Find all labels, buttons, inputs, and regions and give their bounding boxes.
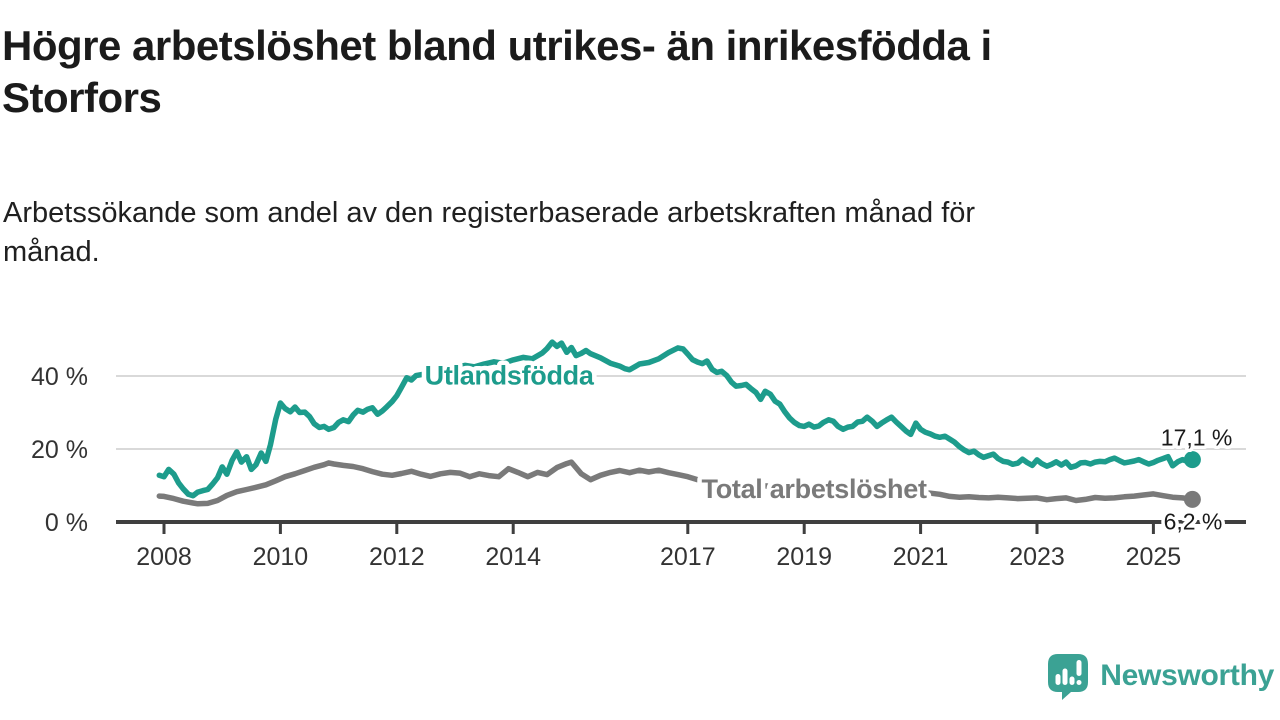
series-end-dots xyxy=(1183,451,1201,508)
x-axis-tick-label: 2010 xyxy=(253,543,309,571)
series-label-utlandsfodda: Utlandsfödda xyxy=(425,360,595,390)
gridlines xyxy=(116,375,1246,450)
x-axis-tick-label: 2017 xyxy=(660,543,716,571)
series-lines xyxy=(156,339,1196,507)
x-axis-tick-label: 2021 xyxy=(893,543,949,571)
chart-title: Högre arbetslöshet bland utrikes- än inr… xyxy=(2,22,992,122)
end-value-label-total-arbetsloshet: 6,2 % xyxy=(1164,508,1223,534)
y-axis-tick-label: 20 % xyxy=(31,436,88,464)
x-axis-tick-label: 2008 xyxy=(136,543,192,571)
x-axis-tick-label: 2023 xyxy=(1009,543,1065,571)
series-end-dot-total-arbetsloshet xyxy=(1183,490,1201,508)
x-axis-tick-label: 2025 xyxy=(1126,543,1182,571)
x-axis-tick-label: 2014 xyxy=(485,543,541,571)
chart-subtitle: Arbetssökande som andel av den registerb… xyxy=(3,197,976,269)
logo-bar-chart-glyph xyxy=(1055,660,1082,685)
x-axis-tick-label: 2019 xyxy=(776,543,832,571)
end-value-annotations: 17,1 % 6,2 % xyxy=(1157,421,1236,538)
series-label-total-arbetsloshet: Total arbetslöshet xyxy=(702,474,927,504)
series-line-total-arbetsloshet xyxy=(156,459,1196,507)
axis-tick-labels: 0 % 20 % 40 % 2008 2010 2012 2014 2017 2019 2021 2… xyxy=(31,363,1181,571)
series-end-dot-utlandsfodda xyxy=(1183,451,1201,469)
series-labels: Utlandsfödda Total arbetslöshet xyxy=(420,356,932,509)
speech-bubble-shape xyxy=(1048,654,1089,700)
newsworthy-logo: Newsworthy xyxy=(1045,652,1274,700)
series-line-utlandsfodda xyxy=(156,339,1196,499)
y-axis-tick-label: 40 % xyxy=(31,363,88,391)
x-axis-tick-label: 2012 xyxy=(369,543,425,571)
y-axis-tick-label: 0 % xyxy=(45,509,88,537)
bar-chart-speech-bubble-icon xyxy=(1048,654,1089,700)
x-axis xyxy=(116,520,1246,534)
newsworthy-wordmark: Newsworthy xyxy=(1100,659,1274,692)
end-value-label-utlandsfodda: 17,1 % xyxy=(1161,425,1233,451)
